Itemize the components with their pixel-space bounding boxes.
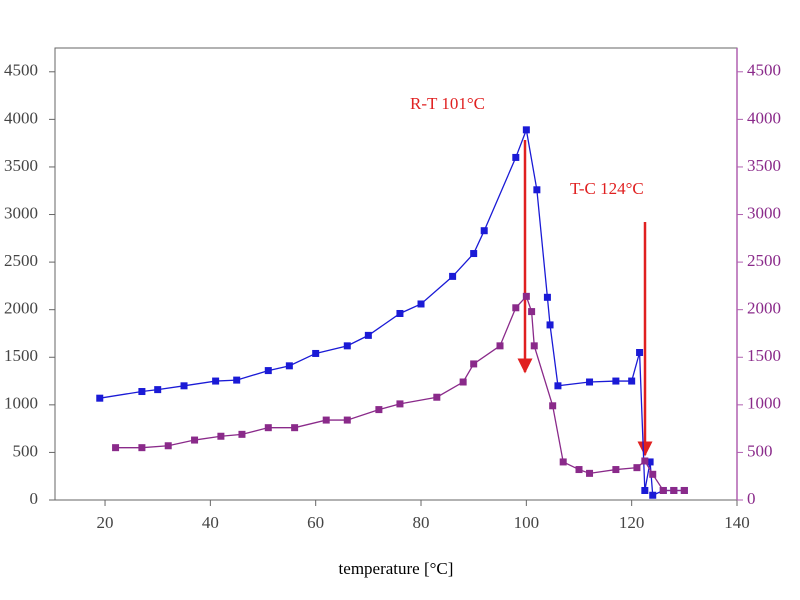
x-tick-label: 120 bbox=[619, 513, 645, 532]
data-point bbox=[112, 444, 120, 452]
y-tick-label: 4000 bbox=[4, 108, 38, 127]
data-point bbox=[530, 342, 538, 350]
data-point bbox=[217, 432, 225, 440]
data-point bbox=[670, 486, 678, 494]
annotation: T-C 124°C bbox=[570, 179, 644, 198]
data-point bbox=[480, 227, 488, 235]
data-point bbox=[646, 458, 654, 466]
y2-tick-label: 1500 bbox=[747, 346, 781, 365]
x-axis-label: temperature [°C] bbox=[339, 559, 454, 578]
data-point bbox=[343, 342, 351, 350]
y2-tick-label: 3000 bbox=[747, 203, 781, 222]
y2-tick-label: 2500 bbox=[747, 251, 781, 270]
data-point bbox=[180, 382, 188, 390]
data-point bbox=[449, 272, 457, 280]
data-point bbox=[522, 126, 530, 134]
data-point bbox=[433, 393, 441, 401]
data-point bbox=[164, 442, 172, 450]
data-point bbox=[396, 400, 404, 408]
y2-tick-label: 2000 bbox=[747, 299, 781, 318]
y2-tick-label: 4000 bbox=[747, 108, 781, 127]
data-point bbox=[343, 416, 351, 424]
y-tick-label: 3500 bbox=[4, 156, 38, 175]
data-point bbox=[612, 377, 620, 385]
y-tick-label: 1500 bbox=[4, 346, 38, 365]
data-point bbox=[641, 486, 649, 494]
data-point bbox=[554, 382, 562, 390]
x-tick-label: 140 bbox=[724, 513, 750, 532]
data-point bbox=[649, 491, 657, 499]
data-point bbox=[138, 388, 146, 396]
data-point bbox=[633, 464, 641, 472]
data-point bbox=[238, 430, 246, 438]
data-point bbox=[533, 186, 541, 194]
data-point bbox=[612, 466, 620, 474]
y2-tick-label: 1000 bbox=[747, 394, 781, 413]
data-point bbox=[559, 458, 567, 466]
data-point bbox=[459, 378, 467, 386]
y-tick-label: 2500 bbox=[4, 251, 38, 270]
data-point bbox=[586, 378, 594, 386]
data-point bbox=[264, 367, 272, 375]
data-point bbox=[470, 360, 478, 368]
x-tick-label: 40 bbox=[202, 513, 219, 532]
data-point bbox=[659, 486, 667, 494]
x-tick-label: 80 bbox=[413, 513, 430, 532]
data-point bbox=[154, 386, 162, 394]
series-line bbox=[99, 127, 685, 497]
data-point bbox=[375, 406, 383, 414]
data-point bbox=[396, 309, 404, 317]
y-tick-label: 3000 bbox=[4, 203, 38, 222]
data-point bbox=[586, 469, 594, 477]
data-point bbox=[496, 342, 504, 350]
x-tick-label: 20 bbox=[97, 513, 114, 532]
series-line bbox=[115, 295, 685, 492]
x-tick-label: 60 bbox=[307, 513, 324, 532]
data-point bbox=[138, 444, 146, 452]
data-point bbox=[522, 292, 530, 300]
data-point bbox=[364, 331, 372, 339]
data-point bbox=[628, 377, 636, 385]
data-point bbox=[212, 377, 220, 385]
data-point bbox=[512, 153, 520, 161]
y2-tick-label: 3500 bbox=[747, 156, 781, 175]
data-point bbox=[641, 457, 649, 465]
data-point bbox=[470, 250, 478, 258]
data-point bbox=[512, 304, 520, 312]
y-tick-label: 2000 bbox=[4, 299, 38, 318]
data-point bbox=[575, 466, 583, 474]
data-point bbox=[233, 376, 241, 384]
data-point bbox=[96, 394, 104, 402]
y2-tick-label: 4500 bbox=[747, 61, 781, 80]
data-point bbox=[636, 349, 644, 357]
y-tick-label: 500 bbox=[13, 441, 39, 460]
data-point bbox=[191, 436, 199, 444]
y-tick-label: 1000 bbox=[4, 394, 38, 413]
y2-tick-label: 500 bbox=[747, 441, 773, 460]
data-point bbox=[543, 293, 551, 301]
plot-frame bbox=[54, 47, 738, 501]
data-point bbox=[680, 486, 688, 494]
x-tick-label: 100 bbox=[514, 513, 540, 532]
data-point bbox=[528, 308, 536, 316]
data-point bbox=[264, 424, 272, 432]
data-point bbox=[322, 416, 330, 424]
data-point bbox=[417, 300, 425, 308]
y2-tick-label: 0 bbox=[747, 489, 756, 508]
data-point bbox=[649, 470, 657, 478]
y-tick-label: 4500 bbox=[4, 61, 38, 80]
y-tick-label: 0 bbox=[30, 489, 39, 508]
annotation: R-T 101°C bbox=[410, 94, 485, 113]
data-point bbox=[546, 321, 554, 329]
data-point bbox=[291, 424, 299, 432]
data-point bbox=[549, 402, 557, 410]
data-point bbox=[312, 349, 320, 357]
data-point bbox=[285, 362, 293, 370]
